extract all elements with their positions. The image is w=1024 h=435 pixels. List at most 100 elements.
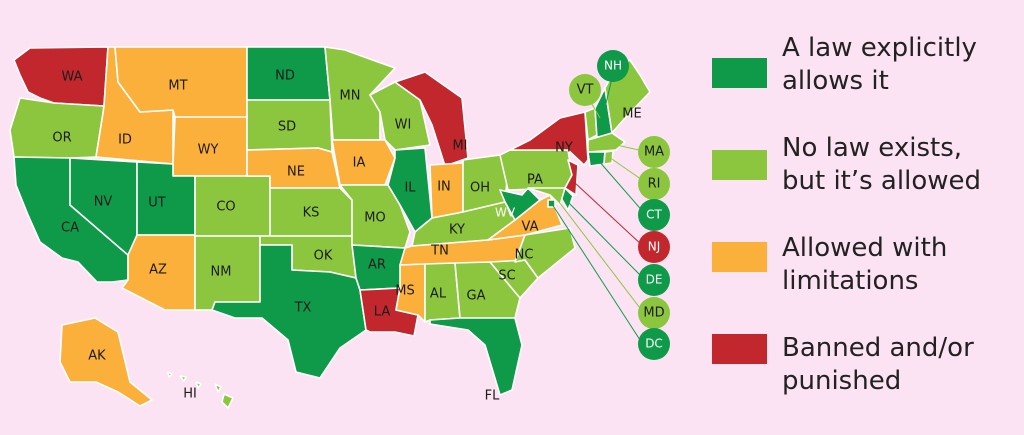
- label-mo: MO: [364, 211, 385, 226]
- leader-md: [555, 197, 644, 313]
- label-il: IL: [404, 181, 416, 196]
- state-mi: [394, 71, 469, 167]
- callout-label-ct: CT: [646, 208, 662, 222]
- label-la: LA: [374, 305, 391, 320]
- callout-label-vt: VT: [577, 83, 594, 98]
- legend-label-line2: punished: [782, 366, 902, 396]
- legend-label-limitations: Allowed with limitations: [782, 232, 1017, 298]
- label-in: IN: [437, 180, 451, 195]
- label-ak: AK: [88, 349, 106, 364]
- label-nv: NV: [94, 195, 113, 210]
- legend-swatch-limitations: [712, 242, 767, 272]
- state-tx: [211, 244, 367, 379]
- callout-label-de: DE: [646, 273, 663, 287]
- label-hi: HI: [183, 387, 197, 402]
- state-ri: [603, 150, 614, 165]
- us-map-svg: WA OR CA ID NV MT WY UT AZ CO NM ND SD N…: [9, 46, 670, 409]
- label-ms: MS: [395, 284, 414, 299]
- legend-label-line1: Allowed with: [782, 233, 948, 263]
- callout-nh: [597, 50, 629, 82]
- label-nc: NC: [515, 248, 534, 263]
- label-oh: OH: [470, 181, 490, 196]
- label-pa: PA: [527, 173, 543, 188]
- label-mt: MT: [168, 79, 187, 94]
- legend-item-no-law-allowed: No law exists, but it’s allowed: [712, 128, 1017, 228]
- label-wi: WI: [395, 118, 412, 133]
- label-mn: MN: [340, 89, 361, 104]
- callout-ri: [638, 168, 670, 200]
- label-or: OR: [52, 131, 71, 146]
- leader-ct: [597, 159, 646, 215]
- legend-label-line1: Banned and/or: [782, 333, 974, 363]
- legend-swatch-banned: [712, 334, 767, 364]
- state-ga: [454, 261, 521, 319]
- label-ga: GA: [467, 289, 486, 304]
- label-ar: AR: [368, 258, 386, 273]
- state-wv: [499, 187, 541, 221]
- label-me: ME: [622, 107, 641, 122]
- callout-label-ma: MA: [644, 145, 664, 160]
- legend-label-line2: allows it: [782, 66, 889, 96]
- state-ak: [59, 317, 153, 407]
- callout-de: [638, 264, 670, 296]
- label-ny: NY: [555, 141, 573, 156]
- legend-label-line2: limitations: [782, 266, 919, 296]
- label-az: AZ: [149, 263, 167, 278]
- label-nm: NM: [211, 265, 232, 280]
- state-fl: [429, 317, 523, 396]
- label-sd: SD: [278, 120, 296, 135]
- label-mi: MI: [452, 139, 467, 154]
- state-ia: [331, 139, 396, 186]
- callout-ma: [638, 136, 670, 168]
- state-ny: [509, 111, 589, 166]
- us-map: WA OR CA ID NV MT WY UT AZ CO NM ND SD N…: [9, 46, 670, 409]
- state-hi: [167, 371, 234, 409]
- callout-label-dc: DC: [645, 337, 663, 351]
- state-nj: [564, 159, 579, 196]
- legend: A law explicitly allows it No law exists…: [712, 28, 1017, 428]
- legend-label-line2: but it’s allowed: [782, 166, 981, 196]
- callout-label-nj: NJ: [648, 240, 661, 254]
- legend-item-limitations: Allowed with limitations: [712, 228, 1017, 328]
- label-sc: SC: [498, 269, 515, 284]
- leader-nj: [573, 181, 644, 247]
- label-wy: WY: [198, 143, 219, 158]
- label-nd: ND: [275, 69, 295, 84]
- label-ky: KY: [449, 223, 465, 238]
- label-ca: CA: [61, 221, 79, 236]
- legend-label-line1: No law exists,: [782, 133, 963, 163]
- label-wv: WV: [495, 206, 516, 220]
- legend-label-no-law-allowed: No law exists, but it’s allowed: [782, 132, 1017, 198]
- state-labels: WA OR CA ID NV MT WY UT AZ CO NM ND SD N…: [52, 59, 664, 404]
- callout-dc: [638, 328, 670, 360]
- state-il: [387, 147, 433, 233]
- legend-item-allowed-by-law: A law explicitly allows it: [712, 28, 1017, 128]
- label-tn: TN: [430, 244, 449, 259]
- label-al: AL: [430, 287, 447, 302]
- callout-label-ri: RI: [648, 177, 661, 192]
- callout-label-md: MD: [643, 306, 664, 321]
- state-ct: [587, 151, 606, 167]
- legend-swatch-allowed-by-law: [712, 58, 767, 88]
- legend-item-banned: Banned and/or punished: [712, 328, 1017, 428]
- label-ok: OK: [314, 249, 333, 264]
- legend-label-banned: Banned and/or punished: [782, 332, 1017, 398]
- label-ks: KS: [303, 206, 320, 221]
- leader-nh: [603, 77, 613, 113]
- legend-label-allowed-by-law: A law explicitly allows it: [782, 32, 1017, 98]
- label-co: CO: [216, 200, 235, 215]
- legend-swatch-no-law-allowed: [712, 150, 767, 180]
- callout-vt: [569, 74, 601, 106]
- callouts: [569, 50, 670, 360]
- leader-de: [565, 199, 644, 279]
- label-ne: NE: [287, 165, 305, 180]
- callout-md: [638, 297, 670, 329]
- label-wa: WA: [61, 70, 82, 85]
- callout-nj: [638, 231, 670, 263]
- state-or: [9, 97, 105, 159]
- state-dc: [547, 199, 556, 208]
- callout-ct: [638, 199, 670, 231]
- label-tx: TX: [294, 301, 312, 316]
- label-ut: UT: [148, 196, 166, 211]
- callout-label-nh: NH: [604, 59, 622, 73]
